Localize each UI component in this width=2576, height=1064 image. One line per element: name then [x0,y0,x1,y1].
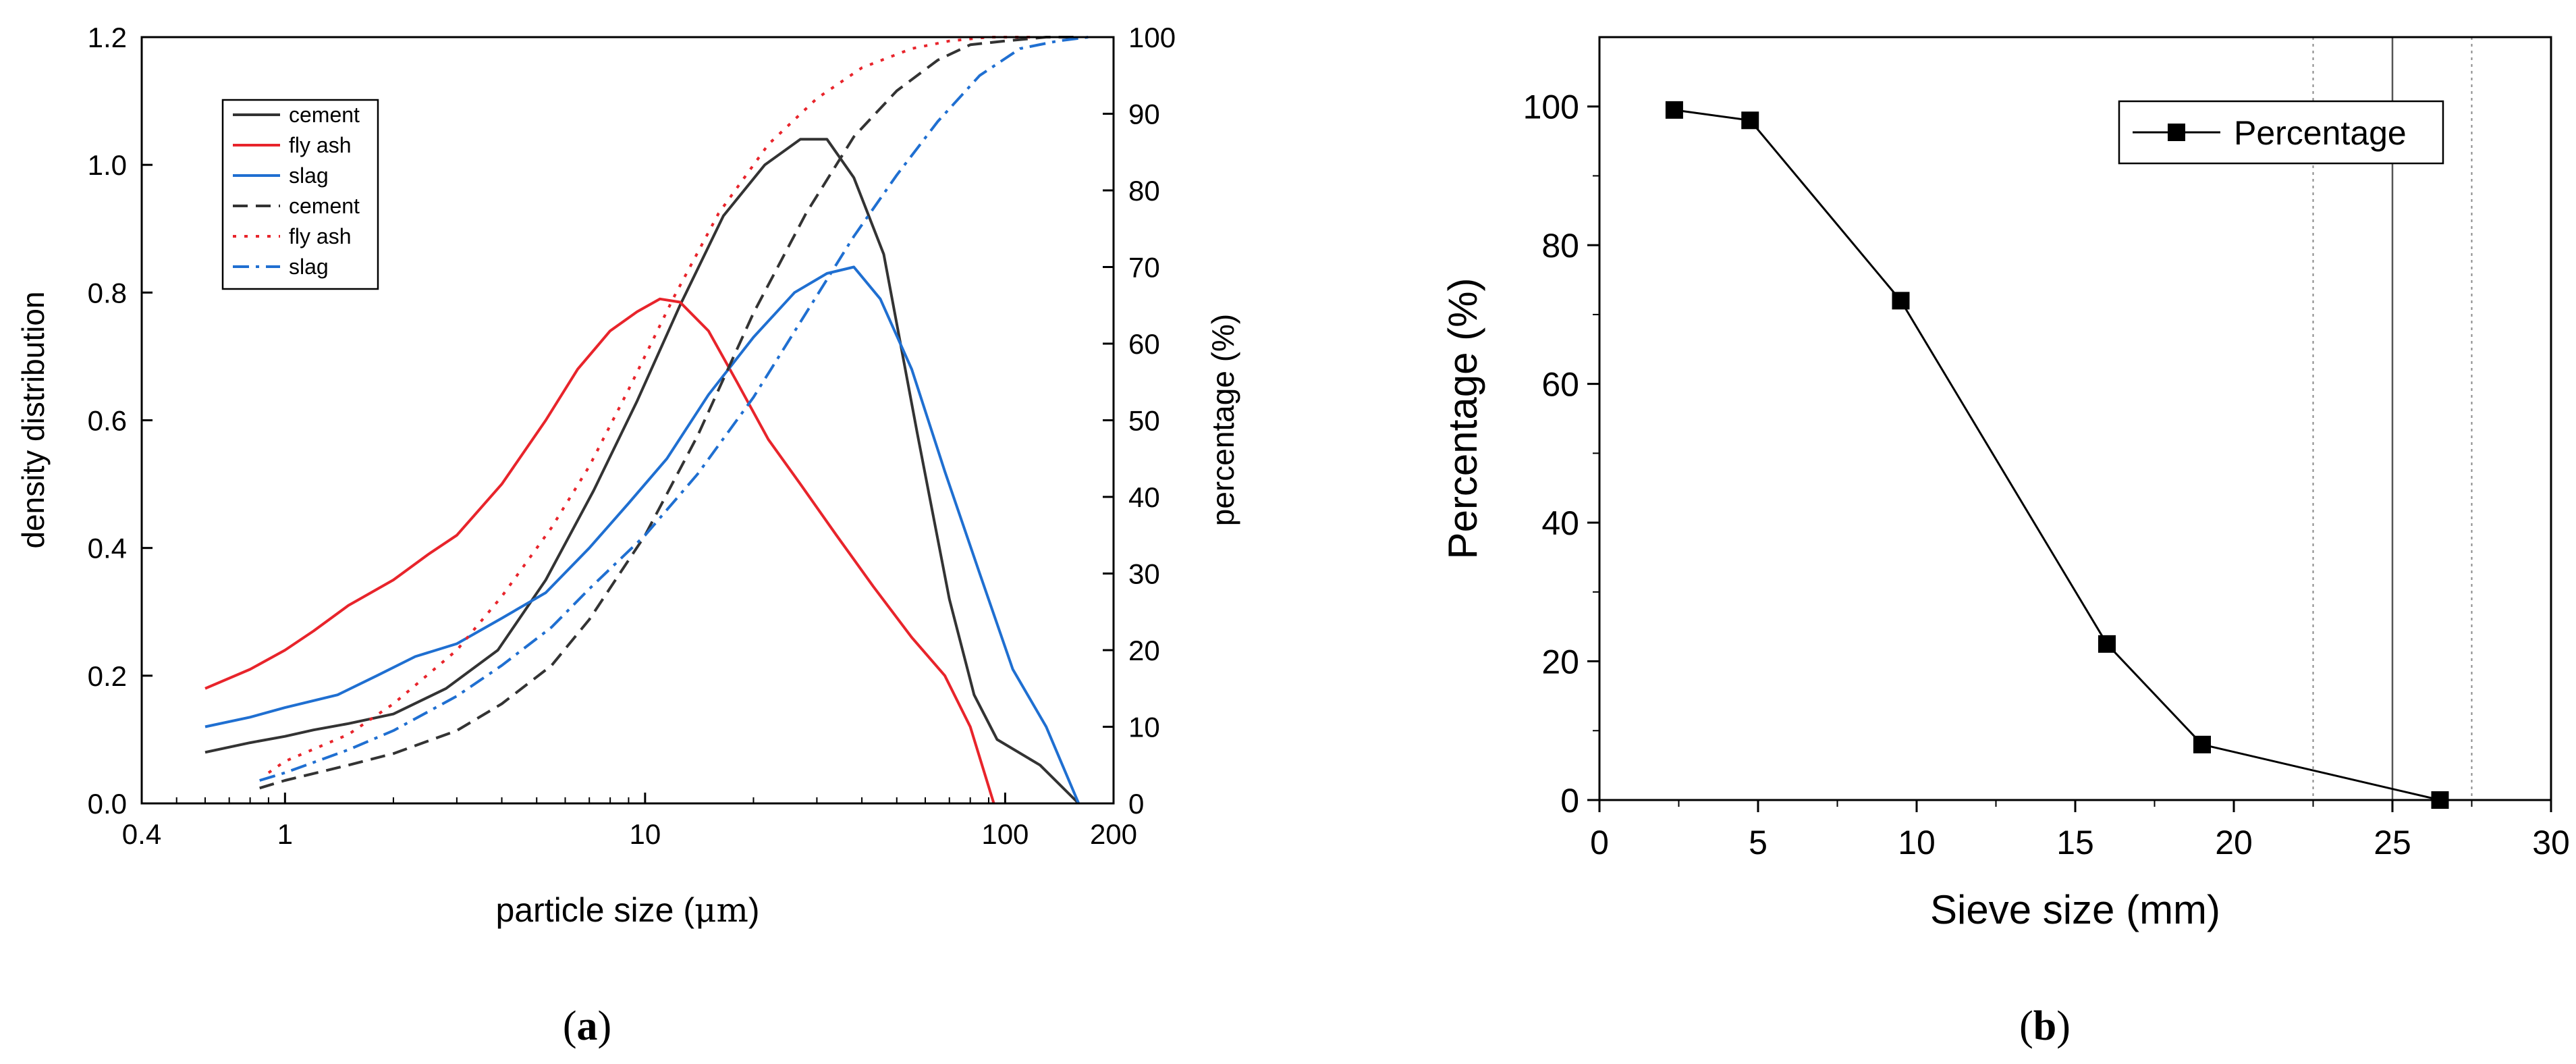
panel-b-y-tick-label: 0 [1560,782,1579,820]
panel-b-x-axis-label: Sieve size (mm) [1930,887,2220,932]
panel-b-caption: (b) [2019,1003,2071,1049]
panel-a-series-cement-right [259,36,1079,790]
panel-b-x-tick-label: 5 [1749,824,1767,861]
panel-b-x-tick-label: 30 [2532,824,2570,861]
panel-b-chart: 0 5 10 15 20 25 30 0 20 40 60 80 100 Percentage (%)… [1440,36,2570,932]
panel-a-y-axis-label: density distribution [16,292,51,549]
panel-a-x-tick-label: 0.4 [122,818,161,850]
panel-b-legend-marker [2168,124,2185,141]
panel-b-x-tick-label: 15 [2056,824,2094,861]
panel-b-legend-label: Percentage [2234,114,2407,152]
panel-a-y-right-tick-label: 80 [1128,175,1160,207]
panel-a-y-tick-label: 1.0 [88,149,127,181]
panel-a-y-right-tick-label: 30 [1128,558,1160,590]
panel-a-y-tick-label: 0.4 [88,533,127,564]
panel-a-legend-label: fly ash [289,224,351,248]
panel-a-series-cement-left [204,138,1080,805]
panel-b-data-point [2098,635,2116,653]
panel-a-y-tick-label: 0.0 [88,788,127,820]
panel-a-legend: cement fly ash slag cement fly ash slag [221,99,379,290]
panel-a-y-right-tick-label: 40 [1128,481,1160,513]
panel-a-y-right-tick-label: 50 [1128,405,1160,437]
panel-b-data-point [1665,101,1683,119]
panel-b-y-tick-label: 80 [1541,227,1579,265]
panel-b-x-tick-label: 0 [1590,824,1609,861]
panel-a-x-tick-label: 1 [277,818,293,850]
panel-a-series-slag-left [204,265,1080,804]
panel-a-y-tick-label: 0.2 [88,660,127,692]
panel-a-y-right-tick-label: 20 [1128,635,1160,666]
panel-a-y-right-tick-label: 60 [1128,328,1160,360]
panel-a-y-right-tick-label: 100 [1128,22,1176,53]
panel-a-legend-label: slag [289,255,329,279]
panel-a-y-right-tick-label: 0 [1128,788,1144,820]
panel-b-data-point [2193,735,2211,753]
panel-a-x-tick-label: 10 [629,818,661,850]
panel-a-legend-label: slag [289,163,329,188]
panel-a-y-right-tick-label: 70 [1128,252,1160,284]
panel-b-y-tick-label: 40 [1541,504,1579,542]
panel-a-legend-label: cement [289,194,360,218]
panel-a-legend-label: fly ash [289,133,351,157]
panel-b-x-tick-label: 10 [1898,824,1936,861]
panel-a-x-axis-label: particle size (μm) [495,890,759,930]
panel-b-y-tick-label: 60 [1541,366,1579,404]
panel-b-x-tick-label: 20 [2215,824,2253,861]
panel-a-y-right-tick-label: 90 [1128,99,1160,130]
panel-a-caption: (a) [563,1003,611,1049]
panel-a-legend-label: cement [289,103,360,127]
panel-a-chart: 0.4 1 10 100 200 0.0 0.2 0.4 0.6 0.8 1.0 1.2 0 10 20… [16,22,1240,930]
panel-a-y-right-axis-label: percentage (%) [1205,314,1240,527]
panel-b-series-line [1674,109,2440,801]
panel-a-series-fly-ash-left [204,297,995,804]
panel-a-y-right-tick-label: 10 [1128,712,1160,743]
panel-b-x-tick-label: 25 [2374,824,2411,861]
panel-b-y-tick-label: 100 [1523,88,1579,126]
panel-a-series-slag-right [259,36,1089,782]
panel-a-y-tick-label: 0.8 [88,277,127,309]
panel-b-legend: Percentage [2118,100,2444,165]
panel-b-y-tick-label: 20 [1541,643,1579,681]
panel-a-x-tick-label: 100 [981,818,1029,850]
panel-b-data-point [1892,292,1910,310]
panel-b-data-point [1741,111,1759,130]
panel-a-y-tick-label: 0.6 [88,405,127,437]
panel-a-x-tick-label: 200 [1090,818,1137,850]
panel-b-y-axis-label: Percentage (%) [1440,278,1485,560]
panel-a-y-tick-label: 1.2 [88,22,127,53]
